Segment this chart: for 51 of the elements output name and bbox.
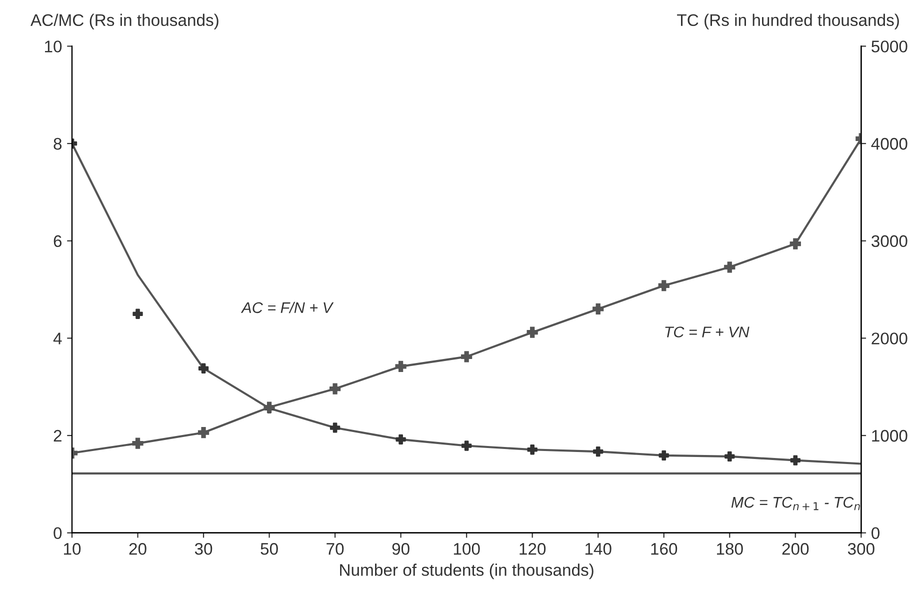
x-tick-label: 10 [64, 543, 81, 555]
x-tick-label: 100 [454, 543, 480, 555]
y2-axis-title: TC (Rs in hundred thousands) [677, 14, 899, 30]
y-tick-label: 2 [54, 430, 62, 442]
annotation: AC = F/N + V [240, 302, 334, 314]
y2-tick-label: 5000 [872, 40, 908, 52]
y-axis-title: AC/MC (Rs in thousands) [30, 14, 218, 30]
point [132, 438, 144, 449]
point [790, 238, 801, 250]
point [593, 446, 604, 457]
point [658, 280, 670, 292]
x-tick-label: 20 [129, 543, 146, 555]
annotation: MC = TC$_{n+1}$ - TC$_{n}$ [731, 496, 860, 510]
x-tick-label: 50 [260, 543, 278, 555]
y2-tick-label: 1000 [872, 430, 908, 442]
point [396, 434, 406, 444]
y2-tick-label: 2000 [872, 332, 908, 344]
point [132, 308, 143, 319]
x-axis-title: Number of students (in thousands) [340, 564, 594, 580]
annotation: TC = F + VN [665, 326, 750, 338]
y-tick-label: 0 [54, 527, 62, 540]
x-tick-label: 70 [326, 543, 344, 555]
x-tick-label: 180 [717, 543, 743, 555]
y-tick-label: 6 [54, 235, 62, 248]
point [198, 363, 209, 374]
point [592, 303, 604, 315]
point [527, 444, 538, 455]
point [724, 451, 735, 462]
x-tick-label: 140 [585, 543, 612, 555]
y-tick-label: 8 [54, 138, 62, 150]
x-tick-label: 200 [782, 543, 809, 555]
y-tick-label: 10 [45, 40, 62, 52]
y2-tick-label: 3000 [872, 235, 908, 248]
point [724, 262, 736, 273]
x-tick-label: 30 [194, 543, 212, 555]
point [790, 455, 800, 466]
x-tick-label: 120 [520, 543, 546, 555]
point [658, 450, 669, 461]
point [461, 351, 472, 362]
point [329, 383, 341, 394]
y2-tick-label: 0 [872, 527, 880, 540]
point [526, 326, 538, 338]
point [330, 422, 340, 433]
x-tick-label: 160 [651, 543, 678, 555]
point [461, 440, 472, 451]
point [198, 427, 210, 438]
y-tick-label: 4 [53, 332, 62, 344]
x-tick-label: 90 [392, 543, 410, 555]
y2-tick-label: 4000 [871, 138, 908, 150]
point [395, 360, 406, 372]
x-tick-label: 300 [848, 543, 874, 555]
